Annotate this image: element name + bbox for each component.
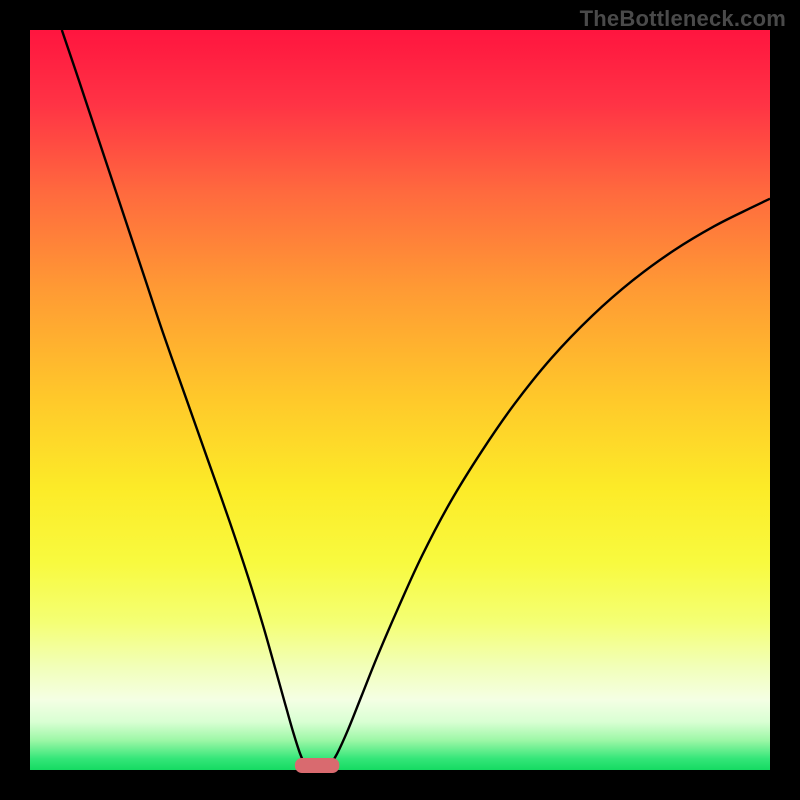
watermark-text: TheBottleneck.com: [580, 6, 786, 32]
plot-background: [30, 30, 770, 770]
bottleneck-chart: [0, 0, 800, 800]
optimal-marker: [295, 758, 339, 773]
chart-container: { "watermark": { "text": "TheBottleneck.…: [0, 0, 800, 800]
